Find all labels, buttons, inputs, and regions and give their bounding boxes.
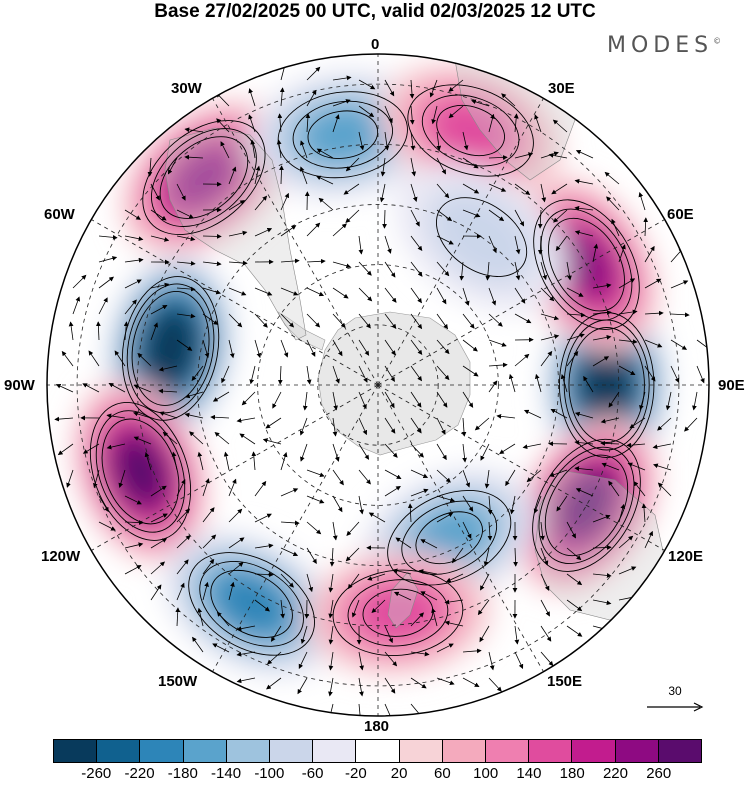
colorbar-tick-label: 140 <box>516 765 541 782</box>
colorbar-tick-label: -220 <box>125 765 155 782</box>
reference-vector <box>647 703 702 711</box>
colorbar-tick-label: -20 <box>345 765 367 782</box>
colorbar-swatch <box>529 740 572 762</box>
colorbar-swatch <box>486 740 529 762</box>
colorbar-tick-label: -100 <box>254 765 284 782</box>
colorbar-swatch <box>227 740 270 762</box>
lon-label-30e: 30E <box>548 80 575 97</box>
colorbar-swatch <box>572 740 615 762</box>
colorbar-tick-label: -260 <box>81 765 111 782</box>
colorbar-swatch <box>140 740 183 762</box>
colorbar-swatch <box>270 740 313 762</box>
colorbar-tick-label: 60 <box>434 765 451 782</box>
colorbar-tick-label: -60 <box>302 765 324 782</box>
colorbar-ticks: -260 -220 -180 -140 -100 -60 -20 20 60 100 140 180 2… <box>53 765 702 783</box>
colorbar-swatch <box>313 740 356 762</box>
colorbar-tick-label: -180 <box>168 765 198 782</box>
colorbar-tick-label: 20 <box>391 765 408 782</box>
colorbar-swatch <box>659 740 701 762</box>
lon-label-30w: 30W <box>171 80 202 97</box>
colorbar-swatch <box>184 740 227 762</box>
lon-label-120e: 120E <box>668 548 703 565</box>
lon-label-150e: 150E <box>547 673 582 690</box>
lon-label-90w: 90W <box>4 377 35 394</box>
lon-label-120w: 120W <box>41 548 80 565</box>
lon-label-60w: 60W <box>44 206 75 223</box>
colorbar-tick-label: 100 <box>473 765 498 782</box>
lon-label-180: 180 <box>364 718 389 735</box>
lon-label-90e: 90E <box>718 377 745 394</box>
colorbar-tick-label: -140 <box>211 765 241 782</box>
colorbar-swatch <box>400 740 443 762</box>
colorbar-swatch <box>443 740 486 762</box>
colorbar-tick-label: 180 <box>560 765 585 782</box>
colorbar <box>53 739 702 763</box>
lon-label-150w: 150W <box>158 673 197 690</box>
colorbar-swatch <box>54 740 97 762</box>
colorbar-swatch <box>616 740 659 762</box>
colorbar-swatch <box>356 740 399 762</box>
anomaly-blob <box>583 351 630 419</box>
lon-label-60e: 60E <box>667 206 694 223</box>
colorbar-tick-label: 260 <box>646 765 671 782</box>
lon-label-0: 0 <box>371 36 379 53</box>
colorbar-swatch <box>97 740 140 762</box>
reference-vector-label: 30 <box>655 684 695 698</box>
colorbar-tick-label: 220 <box>603 765 628 782</box>
